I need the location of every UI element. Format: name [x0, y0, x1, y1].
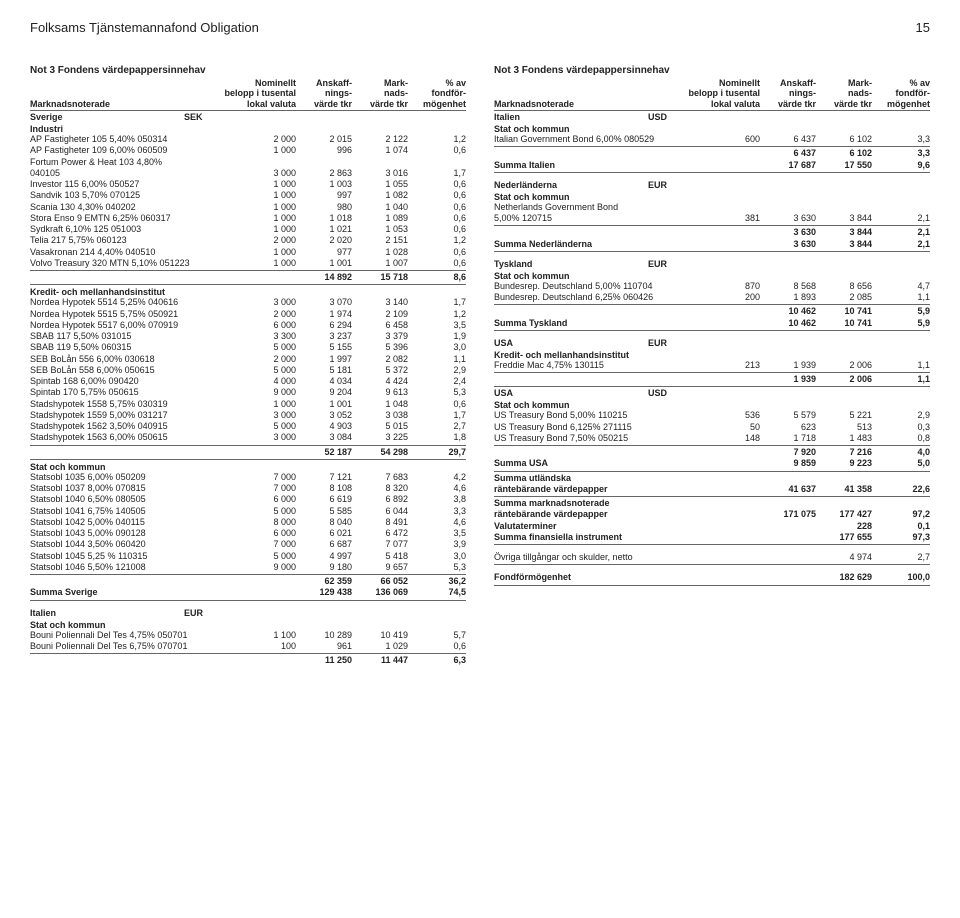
sum-utlandska: räntebärande värdepapper 41 637 41 358 2… — [494, 484, 930, 497]
page-header: Folksams Tjänstemannafond Obligation 15 — [30, 20, 930, 35]
table-row: SBAB 117 5,50% 0310153 3003 2373 3791,9 — [30, 331, 466, 342]
table-row: Stora Enso 9 EMTN 6,25% 0603171 0001 018… — [30, 213, 466, 224]
country-ned: Nederländerna EUR — [494, 180, 930, 190]
ovriga: Övriga tillgångar och skulder, netto 4 9… — [494, 552, 930, 565]
table-row: Statsobl 1041 6,75% 1405055 0005 5856 04… — [30, 506, 466, 517]
doc-title: Folksams Tjänstemannafond Obligation — [30, 20, 259, 35]
sum-finansiella: Summa finansiella instrument 177 655 97,… — [494, 532, 930, 545]
left-column: Not 3 Fondens värdepappersinnehav Nomine… — [30, 61, 466, 666]
table-row: Bundesrep. Deutschland 5,00% 1107048708 … — [494, 281, 930, 292]
table-row: Bouni Poliennali Del Tes 4,75% 0507011 1… — [30, 630, 466, 641]
country-sverige: Sverige SEK — [30, 112, 466, 122]
sum-tyskland: Summa Tyskland 10 462 10 741 5,9 — [494, 318, 930, 331]
table-row: Spintab 168 6,00% 0904204 0004 0344 4242… — [30, 376, 466, 387]
table-row: Stadshypotek 1563 6,00% 0506153 0003 084… — [30, 432, 466, 445]
table-row: SEB BoLån 558 6,00% 0506155 0005 1815 37… — [30, 365, 466, 376]
sum-sverige: Summa Sverige 129 438 136 069 74,5 — [30, 587, 466, 600]
sum-marknadsnoterade: räntebärande värdepapper 171 075 177 427… — [494, 509, 930, 520]
table-row: Italian Government Bond 6,00% 0805296006… — [494, 134, 930, 147]
sum-italien-left: 11 250 11 447 6,3 — [30, 655, 466, 666]
table-row: Statsobl 1035 6,00% 0502097 0007 1217 68… — [30, 472, 466, 483]
table-row: Stadshypotek 1562 3,50% 0409155 0004 903… — [30, 421, 466, 432]
table-row: Volvo Treasury 320 MTN 5,10% 0512231 000… — [30, 258, 466, 271]
group-stat: Stat och kommun — [30, 462, 466, 472]
sum-kredit: 52 187 54 298 29,7 — [30, 447, 466, 460]
table-row: Statsobl 1042 5,00% 0401158 0008 0408 49… — [30, 517, 466, 528]
country-usa-eur: USA EUR — [494, 338, 930, 348]
sum-stat: 62 359 66 052 36,2 — [30, 576, 466, 587]
table-row: Sandvik 103 5,70% 0701251 0009971 0820,6 — [30, 190, 466, 201]
right-column: Not 3 Fondens värdepappersinnehav Nomine… — [494, 61, 930, 666]
table-row: 0401053 0002 8633 0161,7 — [30, 168, 466, 179]
sum-italien: Summa Italien 17 687 17 550 9,6 — [494, 160, 930, 173]
table-row: Stadshypotek 1558 5,75% 0303191 0001 001… — [30, 399, 466, 410]
table-row: Statsobl 1046 5,50% 1210089 0009 1809 65… — [30, 562, 466, 575]
country-italien-right: Italien USD — [494, 112, 930, 122]
table-row: 5,00% 1207153813 6303 8442,1 — [494, 213, 930, 226]
group-kredit: Kredit- och mellanhandsinstitut — [30, 287, 466, 297]
table-row: US Treasury Bond 7,50% 0502151481 7181 4… — [494, 433, 930, 446]
valutaterminer: Valutaterminer 228 0,1 — [494, 521, 930, 532]
country-usa-usd: USA USD — [494, 388, 930, 398]
page-number: 15 — [916, 20, 930, 35]
table-row: AP Fastigheter 109 6,00% 0605091 0009961… — [30, 145, 466, 156]
table-row: Spintab 170 5,75% 0506159 0009 2049 6135… — [30, 387, 466, 398]
table-row: Telia 217 5,75% 0601232 0002 0202 1511,2 — [30, 235, 466, 246]
fondformogenhet: Fondförmögenhet 182 629 100,0 — [494, 572, 930, 585]
table-row: SEB BoLån 556 6,00% 0306182 0001 9972 08… — [30, 354, 466, 365]
table-row: Fortum Power & Heat 103 4,80% — [30, 157, 466, 168]
table-header-row: Nominellt Anskaff- Mark- % av — [30, 78, 466, 88]
table-row: Nordea Hypotek 5517 6,00% 0709196 0006 2… — [30, 320, 466, 331]
table-row: Statsobl 1044 3,50% 0604207 0006 6877 07… — [30, 539, 466, 550]
table-row: AP Fastigheter 105 5,40% 0503142 0002 01… — [30, 134, 466, 145]
table-row: Statsobl 1037 8,00% 0708157 0008 1088 32… — [30, 483, 466, 494]
section-title: Not 3 Fondens värdepappersinnehav — [30, 65, 466, 76]
country-italien-left: Italien EUR — [30, 608, 466, 618]
table-row: Bundesrep. Deutschland 6,25% 0604262001 … — [494, 292, 930, 305]
table-row: Investor 115 6,00% 0505271 0001 0031 055… — [30, 179, 466, 190]
table-row: SBAB 119 5,50% 0603155 0005 1555 3963,0 — [30, 342, 466, 353]
two-columns: Not 3 Fondens värdepappersinnehav Nomine… — [30, 61, 930, 666]
group-industri: Industri — [30, 124, 466, 134]
table-row: Statsobl 1040 6,50% 0805056 0006 6196 89… — [30, 494, 466, 505]
table-row: Netherlands Government Bond — [494, 202, 930, 213]
table-row: Nordea Hypotek 5515 5,75% 0509212 0001 9… — [30, 309, 466, 320]
table-row: Sydkraft 6,10% 125 0510031 0001 0211 053… — [30, 224, 466, 235]
table-row: US Treasury Bond 5,00% 1102155365 5795 2… — [494, 410, 930, 421]
table-row: Vasakronan 214 4,40% 0405101 0009771 028… — [30, 247, 466, 258]
table-row: Scania 130 4,30% 0402021 0009801 0400,6 — [30, 202, 466, 213]
table-row: Freddie Mac 4,75% 1301152131 9392 0061,1 — [494, 360, 930, 373]
table-row: Statsobl 1043 5,00% 0901286 0006 0216 47… — [30, 528, 466, 539]
table-row: US Treasury Bond 6,125% 271115506235130,… — [494, 422, 930, 433]
table-row: Nordea Hypotek 5514 5,25% 0406163 0003 0… — [30, 297, 466, 308]
table-row: Stadshypotek 1559 5,00% 0312173 0003 052… — [30, 410, 466, 421]
sum-usa: Summa USA 9 859 9 223 5,0 — [494, 458, 930, 471]
table-row: Bouni Poliennali Del Tes 6,75% 070701100… — [30, 641, 466, 654]
sum-ned: Summa Nederländerna 3 630 3 844 2,1 — [494, 239, 930, 252]
sum-industri: 14 892 15 718 8,6 — [30, 272, 466, 285]
country-tyskland: Tyskland EUR — [494, 259, 930, 269]
table-row: Statsobl 1045 5,25 % 1103155 0004 9975 4… — [30, 551, 466, 562]
